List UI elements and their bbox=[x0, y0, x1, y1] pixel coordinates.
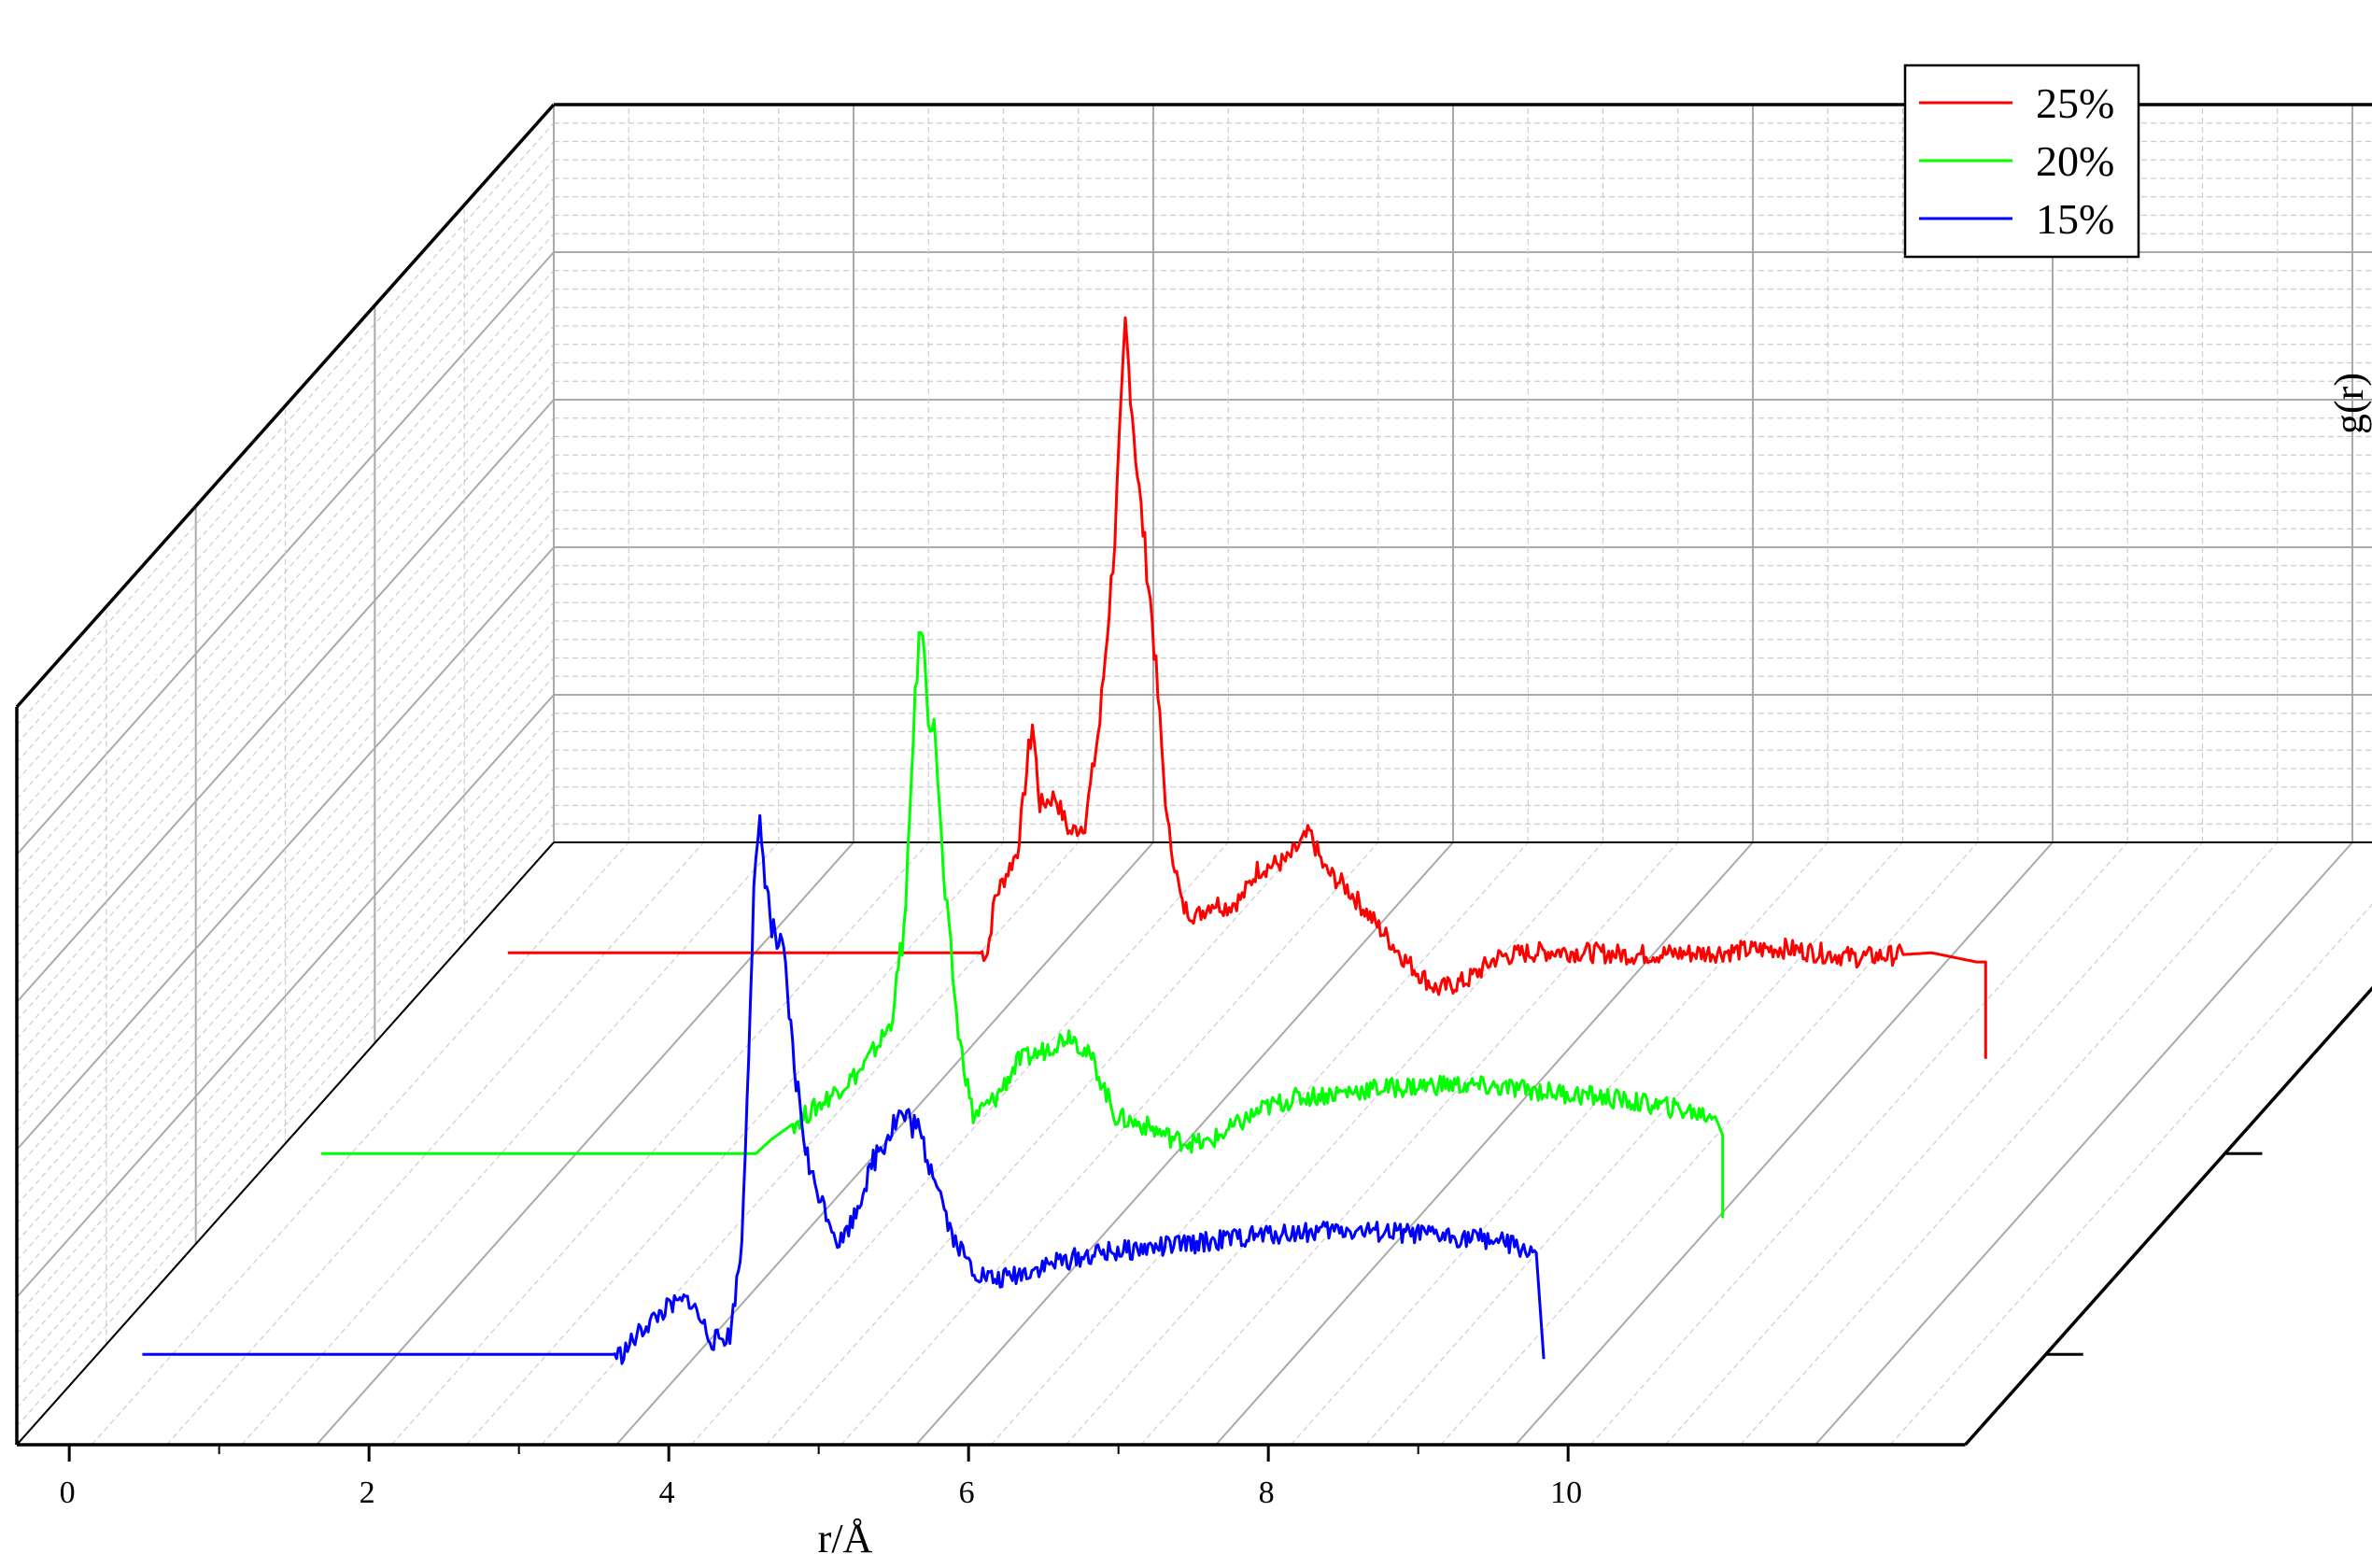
legend-label-15%: 15% bbox=[2036, 195, 2114, 243]
legend: 25% 20% 15% bbox=[1903, 64, 2140, 259]
frame-edge bbox=[16, 841, 555, 1446]
plot-frame bbox=[15, 103, 2372, 1447]
floor-gridline bbox=[1215, 841, 1754, 1446]
y-axis-title: g(r) bbox=[2326, 373, 2372, 434]
floor-gridline bbox=[91, 841, 629, 1446]
side-wall-gridline bbox=[16, 731, 555, 1335]
x-tick-label: 8 bbox=[1259, 1476, 1275, 1510]
series-lines bbox=[142, 316, 1987, 1365]
tick-labels: 02468100.01.63.24.86.48.0 bbox=[60, 1476, 1583, 1510]
side-wall-gridline bbox=[16, 786, 555, 1391]
floor-gridline bbox=[1665, 841, 2203, 1446]
frame-edge bbox=[15, 103, 556, 709]
floor-gridline bbox=[316, 841, 854, 1446]
legend-label-25%: 25% bbox=[2036, 79, 2114, 127]
frame-edge bbox=[1964, 985, 2372, 1447]
side-wall-gridline bbox=[16, 584, 555, 1187]
side-wall-gridline bbox=[16, 620, 555, 1224]
floor-gridline bbox=[390, 841, 929, 1446]
legend-label-20%: 20% bbox=[2036, 137, 2114, 185]
floor-gridline bbox=[1365, 841, 1903, 1446]
floor-gridline bbox=[466, 841, 1004, 1446]
x-tick-label: 6 bbox=[959, 1476, 975, 1510]
floor-gridline bbox=[1440, 841, 1979, 1446]
series-line-25% bbox=[507, 316, 1987, 1059]
side-wall-gridline bbox=[16, 639, 555, 1243]
x-tick-label: 0 bbox=[60, 1476, 76, 1510]
floor-gridline bbox=[166, 841, 704, 1446]
series-line-15% bbox=[142, 813, 1546, 1365]
side-wall-gridline bbox=[16, 657, 555, 1261]
floor-gridline bbox=[690, 841, 1229, 1446]
side-wall-gridline bbox=[16, 823, 555, 1427]
side-wall-gridline bbox=[16, 694, 555, 1298]
floor-gridline bbox=[241, 841, 780, 1446]
floor-gridline bbox=[766, 841, 1304, 1446]
floor-gridline bbox=[1515, 841, 2054, 1446]
floor-gridline bbox=[840, 841, 1379, 1446]
series-line-20% bbox=[321, 630, 1725, 1219]
floor-gridline bbox=[1066, 841, 1603, 1446]
x-tick-label: 4 bbox=[659, 1476, 675, 1510]
floor-gridline bbox=[1814, 841, 2353, 1446]
x-tick-label: 10 bbox=[1550, 1476, 1582, 1510]
side-wall-gridline bbox=[16, 565, 555, 1169]
side-wall-gridline bbox=[16, 713, 555, 1317]
floor-gridline bbox=[990, 841, 1529, 1446]
side-wall-gridline bbox=[16, 768, 555, 1372]
floor-gridline bbox=[1589, 841, 2128, 1446]
side-wall-gridline bbox=[16, 805, 555, 1408]
floor-gridline bbox=[1889, 903, 2372, 1446]
x-axis-title: r/Å bbox=[818, 1516, 873, 1561]
floor-gridline bbox=[1965, 987, 2372, 1446]
side-wall-grid bbox=[16, 104, 555, 1446]
side-wall-gridline bbox=[16, 675, 555, 1279]
x-tick-label: 2 bbox=[360, 1476, 375, 1510]
floor-gridline bbox=[1740, 841, 2279, 1446]
side-wall-gridline bbox=[16, 749, 555, 1353]
axis-ticks bbox=[67, 1151, 2263, 1462]
side-wall-gridline bbox=[16, 601, 555, 1206]
floor-gridline bbox=[1290, 841, 1828, 1446]
